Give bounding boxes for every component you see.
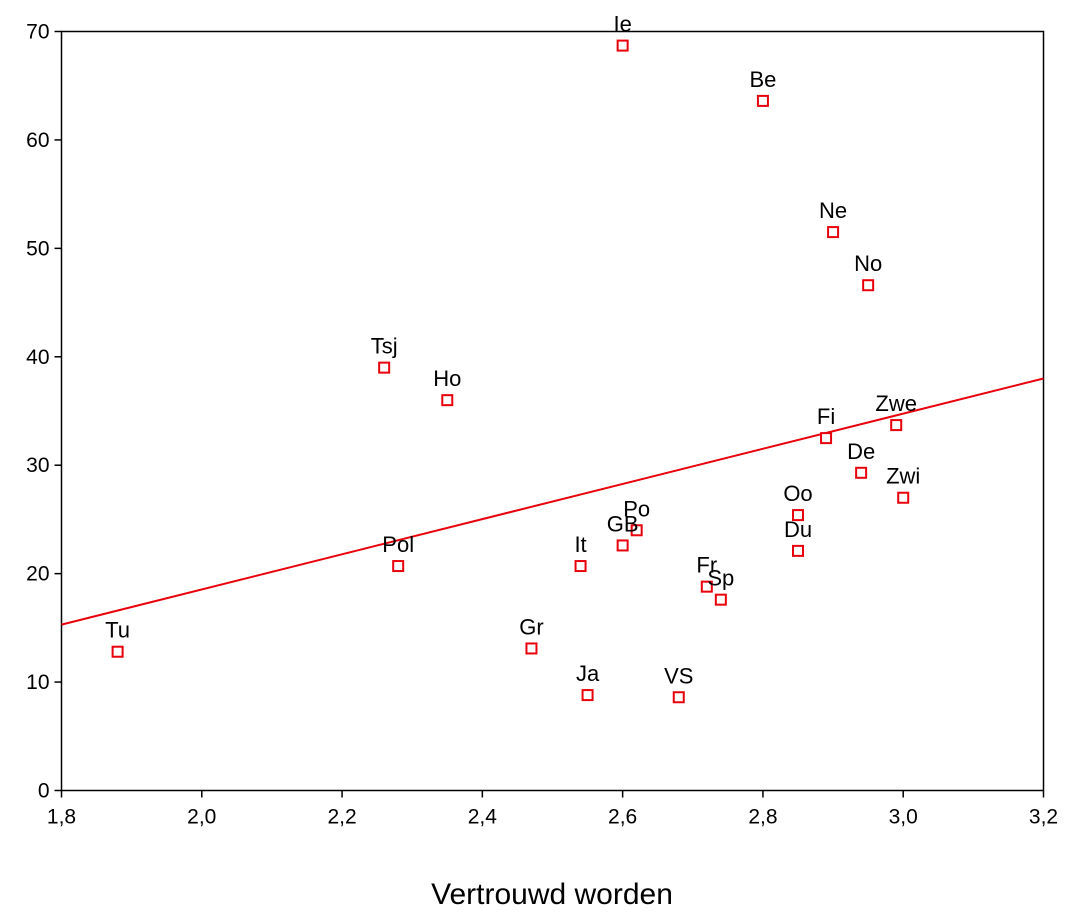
y-tick-label: 70: [26, 21, 49, 44]
y-tick-label: 60: [26, 129, 49, 152]
data-point: [897, 491, 910, 504]
data-point: [862, 279, 875, 292]
y-tick-label: 50: [26, 237, 49, 260]
data-point: [574, 560, 587, 573]
y-tick-label: 20: [26, 563, 49, 586]
data-point: [756, 94, 769, 107]
data-point: [378, 361, 391, 374]
data-point: [392, 560, 405, 573]
x-tick-label: 2,8: [748, 806, 777, 829]
regression-line: [61, 377, 1044, 626]
x-tick-label: 2,6: [608, 806, 637, 829]
data-point-label: Tsj: [371, 334, 398, 359]
data-point-label: Ja: [576, 661, 600, 686]
data-point-label: Zwi: [886, 464, 920, 489]
data-point: [820, 432, 833, 445]
data-point: [616, 539, 629, 552]
data-point: [890, 419, 903, 432]
x-tick-label: 2,2: [327, 806, 356, 829]
data-point-label: Fi: [817, 404, 835, 429]
y-tick-label: 0: [38, 780, 50, 803]
data-point: [855, 466, 868, 479]
data-point-label: Be: [749, 67, 776, 92]
x-axis: 1,8 2,0 2,2 2,4 2,6 2,8 3,0 3,2: [47, 790, 1058, 829]
x-tick-label: 1,8: [47, 806, 76, 829]
y-axis: 0 10 20 30 40 50 60 70: [26, 21, 62, 803]
data-point: [581, 689, 594, 702]
x-tick-label: 3,0: [889, 806, 918, 829]
x-tick-label: 2,4: [468, 806, 498, 829]
data-point-label: Oo: [783, 481, 812, 506]
data-point-label: Fr: [696, 553, 717, 578]
data-point-label: Tu: [105, 618, 130, 643]
data-point: [441, 394, 454, 407]
data-point-label: Po: [623, 496, 650, 521]
data-point-label: Ie: [613, 12, 631, 37]
data-point: [111, 645, 124, 658]
data-point-label: GB: [607, 511, 639, 536]
data-point: [792, 509, 804, 522]
data-point-label: Ho: [433, 366, 461, 391]
data-point: [714, 593, 727, 606]
data-point-label: Zwe: [875, 391, 917, 416]
data-point: [672, 691, 685, 704]
data-point-label: VS: [664, 663, 693, 688]
plot-frame: [60, 30, 1045, 792]
x-axis-title: Vertrouwd worden: [431, 878, 673, 911]
x-tick-label: 2,0: [187, 806, 216, 829]
data-point: [525, 642, 538, 655]
data-point: [827, 226, 840, 239]
data-point-label: Du: [784, 517, 812, 542]
data-point-label: Gr: [519, 614, 543, 639]
y-tick-label: 30: [26, 454, 49, 477]
data-point: [792, 544, 804, 557]
data-point-label: Pol: [382, 532, 414, 557]
data-point-label: De: [847, 439, 875, 464]
data-point: [700, 580, 713, 593]
y-tick-label: 10: [26, 671, 49, 694]
data-point-label: No: [854, 251, 882, 276]
data-point-label: Ne: [819, 198, 847, 223]
y-tick-label: 40: [26, 346, 49, 369]
data-point: [616, 39, 629, 52]
data-point-label: It: [574, 532, 586, 557]
data-point-label: Sp: [707, 566, 734, 591]
x-tick-label: 3,2: [1029, 806, 1058, 829]
data-point: [630, 524, 643, 537]
